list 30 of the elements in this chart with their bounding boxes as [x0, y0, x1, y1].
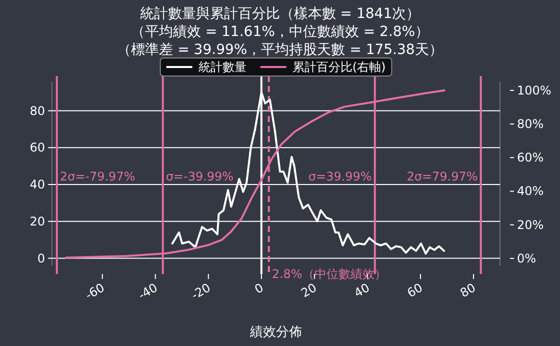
annotation: σ=-39.99% [166, 170, 234, 184]
chart-title: 統計數量與累計百分比（樣本數 = 1841次） [140, 6, 420, 22]
legend-label: 統計數量 [198, 60, 246, 74]
y2-tick-label: 80% [517, 117, 544, 132]
y2-tick-label: 0% [517, 251, 536, 266]
y-tick-label: 0 [37, 251, 45, 266]
x-tick-label: 60 [404, 280, 425, 300]
y-tick-label: 80 [30, 104, 45, 118]
y2-tick-label: 100% [517, 83, 552, 98]
annotation: 2σ=79.97% [406, 170, 478, 184]
chart-subtitle: （平均績效 = 11.61%，中位數績效 = 2.8%） [130, 24, 430, 40]
text: （標準差 = 39.99%，平均持股天數 = 175.38天） [117, 42, 443, 58]
x-tick-label: 0 [252, 280, 266, 296]
y-tick-label: 20 [30, 214, 45, 228]
legend-label: 累計百分比(右軸) [292, 60, 386, 74]
y2-tick-label: 40% [517, 184, 544, 198]
y-tick-label: 60 [30, 140, 45, 155]
x-tick-label: 80 [458, 280, 478, 300]
x-tick-label: -40 [136, 280, 160, 302]
x-axis-title: 績效分佈 [249, 325, 302, 340]
annotation: 2σ=-79.97% [60, 170, 136, 184]
x-tick-label: -20 [188, 280, 213, 302]
y2-tick-label: 20% [517, 218, 544, 232]
annotation: σ=39.99% [308, 170, 372, 184]
x-tick-label: -60 [82, 280, 107, 302]
x-tick-label: 20 [298, 280, 319, 300]
y2-tick-label: 60% [517, 150, 544, 165]
y-tick-label: 40 [30, 178, 45, 192]
x-tick-label: 40 [352, 280, 372, 300]
ref-line-label: 2.8%（中位數績效） [272, 267, 386, 281]
